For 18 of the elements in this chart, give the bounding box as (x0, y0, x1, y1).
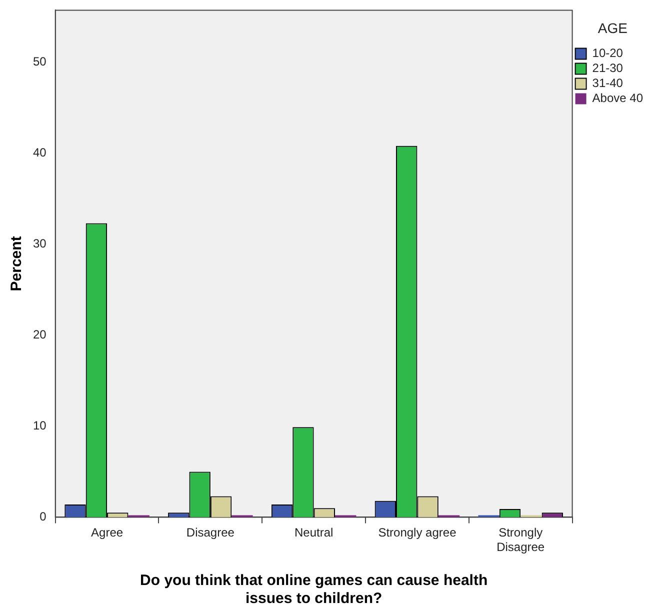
y-tick-label: 40 (32, 145, 47, 160)
x-tick-label: Agree (91, 526, 124, 540)
y-axis-title: Percent (8, 236, 26, 292)
x-tick-label: Strongly agree (378, 526, 457, 540)
x-tick-label: Strongly Disagree (496, 526, 545, 554)
y-tick-label: 20 (32, 327, 47, 342)
x-tick-label: Disagree (186, 526, 235, 540)
x-tick-label: Neutral (294, 526, 334, 540)
legend-label: 31-40 (592, 76, 624, 90)
y-tick-label: 0 (40, 510, 47, 524)
y-tick-label: 10 (32, 418, 47, 432)
x-axis-title: Do you think that online games can cause health issues to children? (140, 572, 488, 608)
legend-label: 10-20 (592, 46, 624, 60)
legend-title: AGE (598, 20, 628, 36)
legend-label: 21-30 (592, 61, 624, 76)
y-tick-label: 50 (32, 54, 47, 68)
legend-label: Above 40 (592, 91, 644, 106)
y-tick-label: 30 (32, 236, 47, 250)
